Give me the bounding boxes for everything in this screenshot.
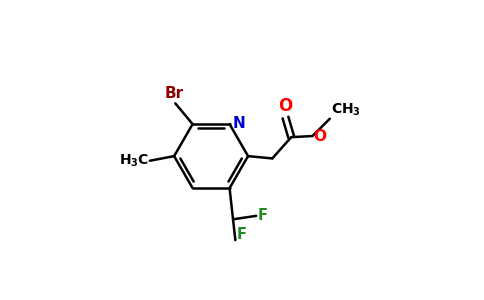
Text: $\mathregular{H_3C}$: $\mathregular{H_3C}$ <box>119 152 149 169</box>
Text: N: N <box>233 116 245 131</box>
Text: O: O <box>278 97 293 115</box>
Text: O: O <box>314 129 326 144</box>
Text: F: F <box>258 208 268 223</box>
Text: $\mathregular{CH_3}$: $\mathregular{CH_3}$ <box>331 101 361 118</box>
Text: F: F <box>237 227 246 242</box>
Text: Br: Br <box>165 86 184 101</box>
